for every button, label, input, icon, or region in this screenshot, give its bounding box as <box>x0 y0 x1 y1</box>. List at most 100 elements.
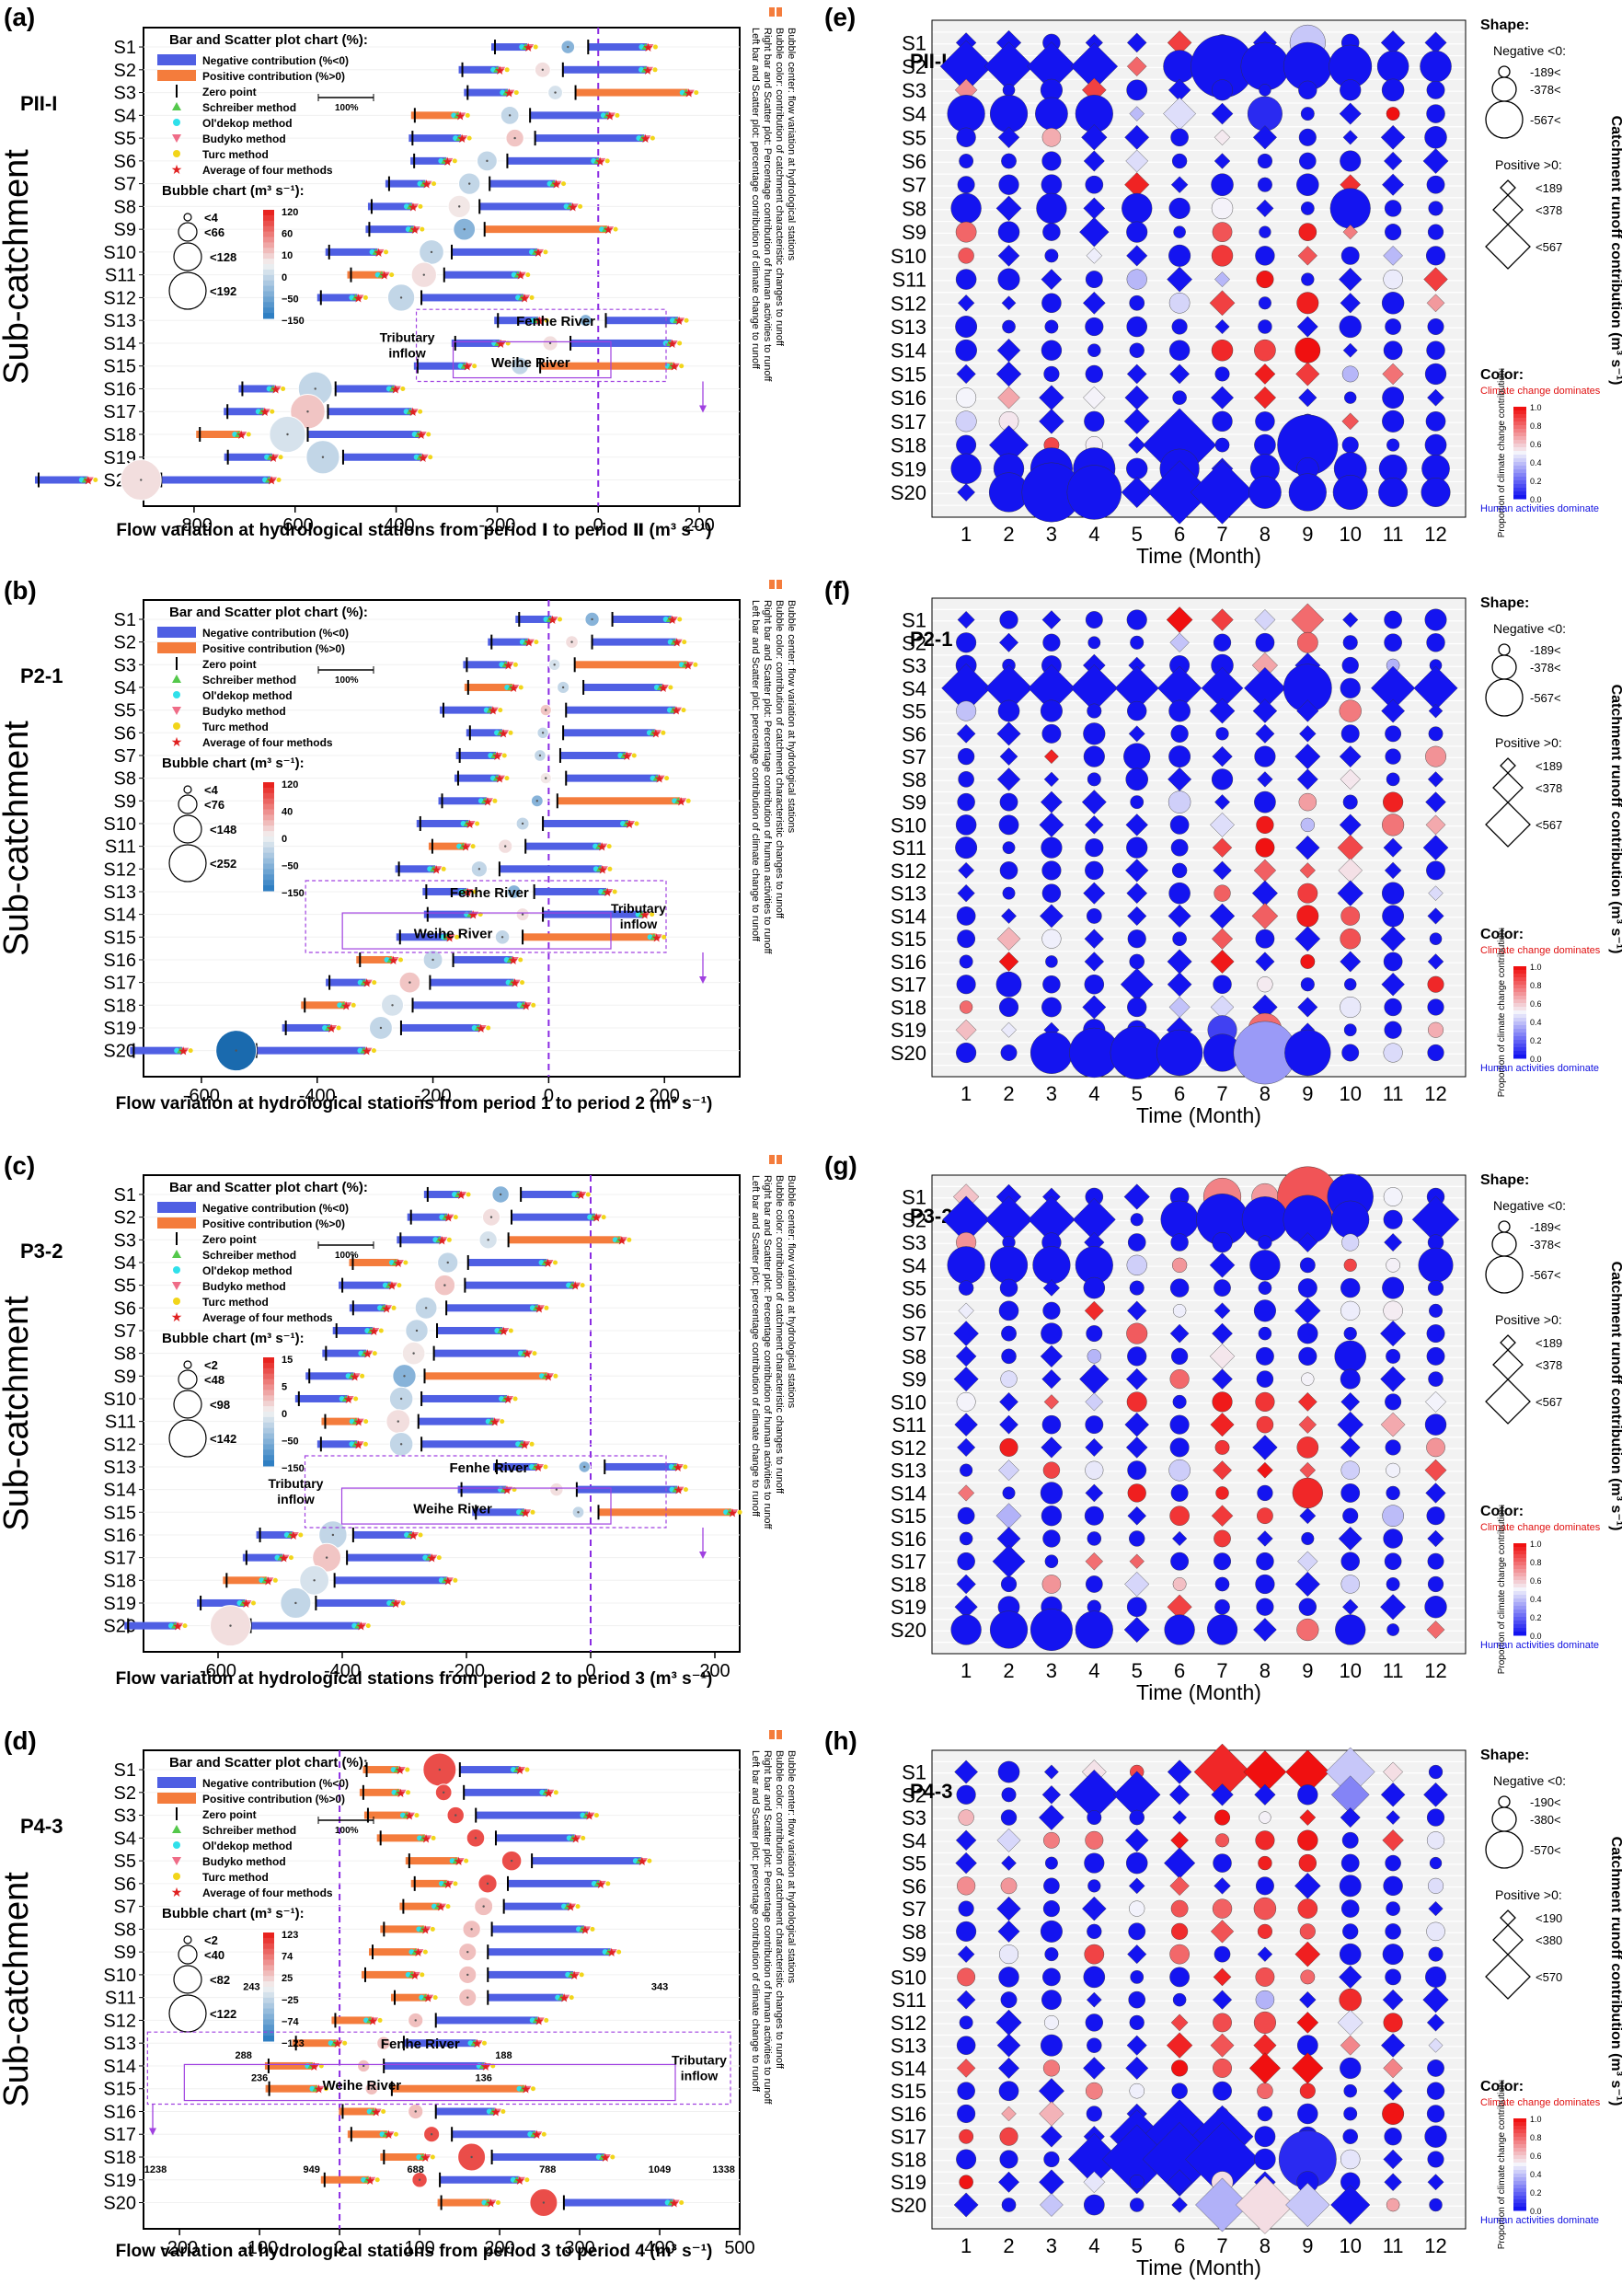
glyph-negative-S5-m3 <box>1041 128 1062 147</box>
marker-schreiber <box>366 2016 374 2024</box>
bubble-center <box>391 1004 394 1007</box>
glyph-negative-S9-m3 <box>1042 223 1061 241</box>
glyph-negative-S2-m5 <box>1130 635 1145 650</box>
row-label-S3: S3 <box>902 79 926 102</box>
marker-average: ★ <box>519 1437 530 1451</box>
tributary-label: Tributary <box>611 901 666 916</box>
bubble-center <box>314 387 316 390</box>
row-label-S13: S13 <box>891 316 926 339</box>
colorbar-cell <box>263 1455 274 1461</box>
legend-item: Ol'dekop method <box>202 117 293 130</box>
colorbar-cell <box>1513 447 1526 452</box>
colorbar-cell <box>263 2030 274 2036</box>
marker-budyko <box>517 1767 525 1774</box>
glyph-negative-S17-m7 <box>1213 975 1232 994</box>
marker-average: ★ <box>570 1831 581 1845</box>
glyph-negative-S18-m11 <box>1386 1577 1400 1591</box>
month-label: 2 <box>1003 1082 1014 1105</box>
marker-schreiber <box>480 797 489 804</box>
plot-frame <box>143 1174 741 1653</box>
marker-schreiber <box>385 1281 393 1288</box>
break-label: 1338 <box>712 2164 734 2175</box>
marker-turc <box>400 386 406 391</box>
marker-turc <box>432 1995 438 2001</box>
legend-item: Positive contribution (%>0) <box>202 1793 345 1806</box>
row-label-S13: S13 <box>103 2034 136 2054</box>
marker-turc <box>362 1441 368 1447</box>
row-label-S2: S2 <box>902 1208 926 1231</box>
bar-climate <box>380 1925 425 1933</box>
colorbar-tick: 0.6 <box>1530 440 1542 449</box>
row-label-S10: S10 <box>103 243 136 263</box>
row-label-S18: S18 <box>891 996 926 1019</box>
colorbar-tick: 0.4 <box>1530 2170 1542 2179</box>
legend-swatch-negative <box>157 1777 196 1788</box>
marker-budyko <box>412 226 420 234</box>
colorbar-cell <box>263 1373 274 1380</box>
row-label-S6: S6 <box>114 1875 136 1895</box>
glyph-negative-S20-m3 <box>1030 1609 1073 1651</box>
marker-turc <box>652 44 658 50</box>
row-label-S1: S1 <box>902 609 926 632</box>
glyph-negative-S4-m10 <box>1341 1831 1359 1849</box>
glyph-negative-S15-m3 <box>1041 1506 1063 1527</box>
row-label-S7: S7 <box>902 1322 926 1345</box>
glyph-negative-S20-m7 <box>1206 1614 1238 1645</box>
marker-average: ★ <box>364 2174 375 2187</box>
marker-turc <box>246 432 251 437</box>
marker-average: ★ <box>374 246 385 260</box>
row-label-S7: S7 <box>114 1321 136 1342</box>
colorbar-tick: 1.0 <box>1530 403 1542 412</box>
marker-schreiber <box>441 1879 449 1886</box>
glyph-negative-S7-m9 <box>1296 173 1319 196</box>
legend-diamond-label: <380 <box>1536 1933 1562 1947</box>
colorbar-tick: 0.4 <box>1530 1018 1542 1027</box>
colorbar-cell <box>1513 444 1526 448</box>
glyph-negative-S1-m5 <box>1126 609 1147 630</box>
glyph-negative-S6-m6 <box>1172 1304 1187 1318</box>
marker-turc <box>685 798 691 803</box>
glyph-negative-S9-m8 <box>1259 225 1271 238</box>
glyph-negative-S13-m9 <box>1297 883 1318 904</box>
marker-turc <box>553 1260 558 1265</box>
colorbar-cell <box>1513 407 1526 411</box>
glyph-negative-S16-m10 <box>1343 2106 1358 2121</box>
glyph-negative-S8-m12 <box>1428 201 1444 216</box>
row-label-S16: S16 <box>891 2103 926 2126</box>
marker-schreiber <box>433 1902 442 1909</box>
marker-average: ★ <box>172 1620 183 1633</box>
legend-item: Zero point <box>202 1808 257 1821</box>
glyph-negative-S7-m8 <box>1258 1326 1272 1341</box>
side-note-line: Right bar and Scatter plot: Percentage c… <box>762 28 773 382</box>
bar-climate <box>380 2153 425 2161</box>
glyph-negative-S8-m1 <box>958 771 974 788</box>
glyph-negative-S11-m3 <box>1041 1990 1062 2011</box>
marker-average: ★ <box>640 132 651 145</box>
bubble-center <box>541 732 545 734</box>
colorbar-label: −123 <box>282 2038 305 2049</box>
marker-turc <box>405 1790 410 1795</box>
marker-budyko <box>535 2131 543 2139</box>
colorbar-cell <box>263 869 274 875</box>
glyph-negative-S20-m10 <box>1341 1044 1360 1062</box>
bubble-center <box>584 318 587 322</box>
legend-item: Ol'dekop method <box>202 689 293 702</box>
marker-turc <box>677 617 683 622</box>
glyph-negative-S20-m4 <box>1083 2194 1105 2216</box>
marker-average: ★ <box>350 1369 361 1383</box>
colorbar-cell <box>1513 2140 1526 2145</box>
marker-average: ★ <box>584 1809 595 1823</box>
glyph-negative-S15-m2 <box>998 2081 1019 2102</box>
marker-average: ★ <box>393 1256 404 1270</box>
bar-climate <box>410 1879 447 1887</box>
marker-schreiber <box>541 1372 549 1379</box>
row-label-S14: S14 <box>103 1481 136 1501</box>
legend-diamond <box>1485 224 1531 270</box>
bar-human <box>491 1925 584 1933</box>
marker-budyko <box>497 775 505 782</box>
marker-turc <box>288 1555 293 1561</box>
glyph-negative-S2-m11 <box>1376 50 1409 83</box>
bubble-center <box>306 410 309 413</box>
glyph-negative-S3-m2 <box>1002 84 1016 97</box>
marker-budyko <box>434 866 443 873</box>
